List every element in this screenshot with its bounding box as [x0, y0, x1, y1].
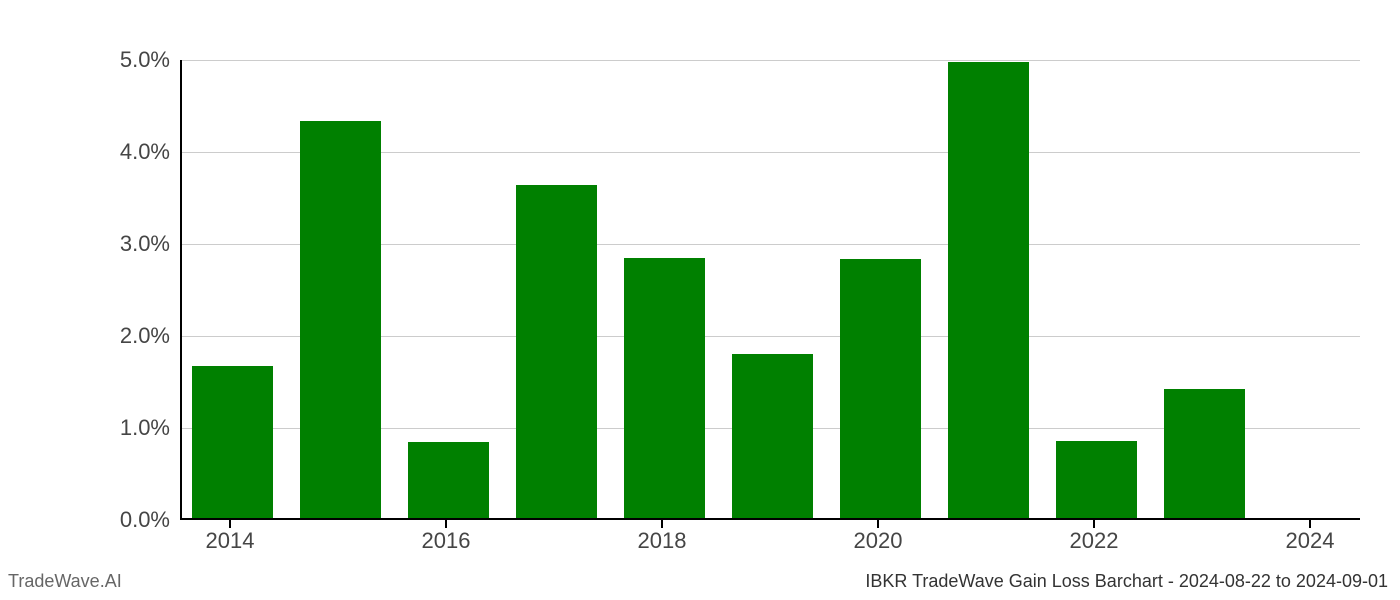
x-tick-label: 2018 [638, 528, 687, 554]
x-tick-label: 2022 [1070, 528, 1119, 554]
y-tick-label: 0.0% [90, 507, 170, 533]
bar [408, 442, 489, 518]
x-tick-mark [1093, 520, 1095, 528]
bar-chart [180, 60, 1360, 520]
bar [840, 259, 921, 518]
footer-left-label: TradeWave.AI [8, 571, 122, 592]
x-tick-label: 2024 [1286, 528, 1335, 554]
x-tick-mark [877, 520, 879, 528]
x-tick-mark [1309, 520, 1311, 528]
y-tick-label: 4.0% [90, 139, 170, 165]
footer-right-label: IBKR TradeWave Gain Loss Barchart - 2024… [865, 571, 1388, 592]
bar [516, 185, 597, 518]
bar [732, 354, 813, 518]
plot-area [180, 60, 1360, 520]
x-tick-label: 2014 [206, 528, 255, 554]
bar [300, 121, 381, 518]
y-tick-label: 2.0% [90, 323, 170, 349]
x-tick-mark [229, 520, 231, 528]
y-tick-label: 1.0% [90, 415, 170, 441]
x-tick-mark [445, 520, 447, 528]
bar [624, 258, 705, 518]
bar [1056, 441, 1137, 518]
gridline [182, 60, 1360, 61]
y-tick-label: 3.0% [90, 231, 170, 257]
x-tick-label: 2020 [854, 528, 903, 554]
bar [1164, 389, 1245, 518]
x-tick-mark [661, 520, 663, 528]
bar [192, 366, 273, 518]
bar [948, 62, 1029, 518]
x-tick-label: 2016 [422, 528, 471, 554]
y-tick-label: 5.0% [90, 47, 170, 73]
